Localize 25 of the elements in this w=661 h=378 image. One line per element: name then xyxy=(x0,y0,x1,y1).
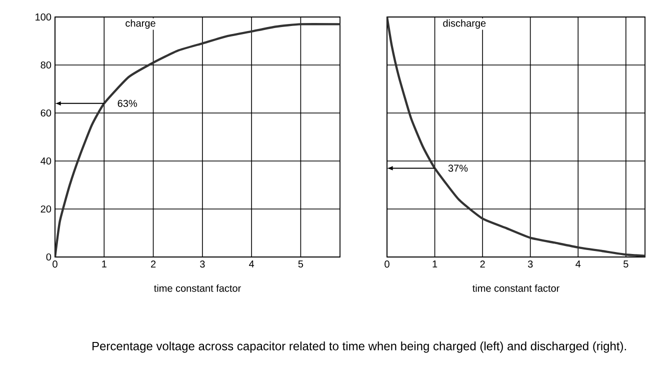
chart-title: discharge xyxy=(443,19,486,29)
y-tick-label: 60 xyxy=(40,109,52,117)
x-tick-label: 5 xyxy=(624,260,628,268)
annotation: 63% xyxy=(118,100,138,107)
y-tick-label: 0 xyxy=(46,253,52,261)
x-axis-title: time constant factor xyxy=(472,284,560,292)
y-tick-label: 40 xyxy=(40,157,52,165)
x-tick-label: 1 xyxy=(102,260,106,268)
y-tick-label: 20 xyxy=(40,205,52,213)
text: Percentage voltage across capacitor related to time when being charged (left) and discharged (right). xyxy=(92,342,626,353)
x-tick-label: 2 xyxy=(480,260,485,268)
chart-title: charge xyxy=(126,19,156,29)
x-tick-label: 0 xyxy=(384,260,390,268)
x-tick-label: 3 xyxy=(528,260,533,268)
x-axis-title: time constant factor xyxy=(154,284,241,292)
x-tick-label: 0 xyxy=(52,260,58,268)
y-tick-label: 100 xyxy=(36,13,52,21)
x-tick-label: 1 xyxy=(432,260,438,268)
x-tick-label: 5 xyxy=(298,260,304,268)
y-tick-label: 80 xyxy=(40,61,52,69)
annotation: 37% xyxy=(448,164,468,172)
x-tick-label: 3 xyxy=(200,260,205,268)
x-tick-label: 4 xyxy=(249,260,254,268)
x-tick-label: 4 xyxy=(576,260,581,268)
x-tick-label: 2 xyxy=(151,260,156,268)
